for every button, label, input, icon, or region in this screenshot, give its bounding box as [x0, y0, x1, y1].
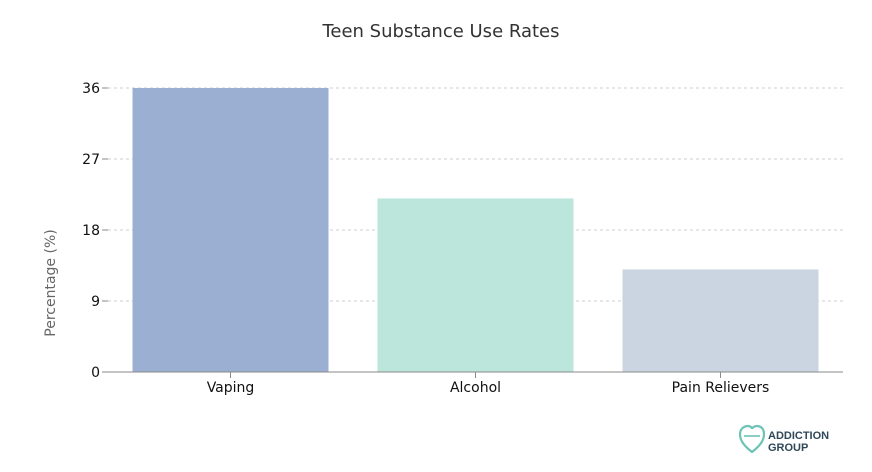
logo-text-line2: GROUP	[768, 442, 808, 454]
bars	[132, 88, 819, 372]
logo-text-line1: ADDICTION	[768, 430, 829, 442]
chart-title: Teen Substance Use Rates	[321, 21, 559, 42]
x-axis-ticks: Vaping Alcohol Pain Relievers	[207, 372, 770, 396]
y-tick-label: 27	[82, 152, 100, 168]
x-tick-label: Pain Relievers	[672, 380, 770, 396]
y-tick-label: 18	[82, 223, 100, 239]
heart-icon	[738, 424, 766, 454]
bar-vaping[interactable]	[132, 88, 329, 372]
addiction-group-logo: ADDICTION GROUP	[738, 424, 829, 454]
y-axis-label: Percentage (%)	[43, 229, 59, 336]
bar-alcohol[interactable]	[377, 198, 574, 372]
bar-pain-relievers[interactable]	[622, 269, 819, 372]
y-tick-label: 0	[91, 365, 100, 381]
y-tick-label: 9	[91, 294, 100, 310]
x-tick-label: Vaping	[207, 380, 255, 396]
y-axis-ticks: 0 9 18 27 36	[82, 81, 108, 381]
y-tick-label: 36	[82, 81, 100, 97]
x-tick-label: Alcohol	[450, 380, 501, 396]
